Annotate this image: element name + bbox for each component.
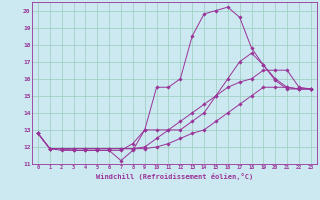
X-axis label: Windchill (Refroidissement éolien,°C): Windchill (Refroidissement éolien,°C) <box>96 173 253 180</box>
